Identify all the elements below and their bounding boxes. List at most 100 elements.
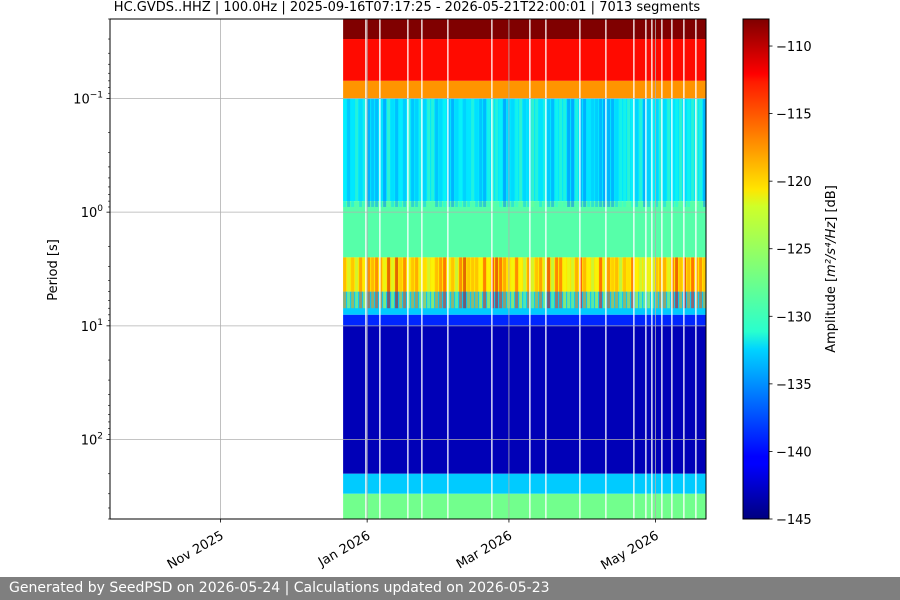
data-gap [633, 19, 635, 519]
data-gap [605, 19, 607, 519]
data-gap [695, 19, 697, 519]
spectrogram-streak [591, 98, 595, 207]
spectrogram-streak [375, 257, 379, 309]
spectrogram-streak [519, 257, 523, 309]
spectrogram-streak [647, 98, 651, 207]
spectrogram-streak [411, 98, 415, 207]
spectrogram-streak [499, 257, 503, 309]
data-gap [529, 19, 531, 519]
spectrogram-streak [691, 98, 695, 207]
footer-bar: Generated by SeedPSD on 2026-05-24 | Cal… [0, 577, 900, 600]
spectrogram-streak [519, 98, 523, 207]
spectrogram-streak [595, 98, 599, 207]
colorbar-tick-label: −135 [776, 378, 812, 393]
spectrogram-streak [363, 98, 367, 207]
spectrogram-streak [667, 257, 671, 309]
spectrogram-streak [359, 98, 363, 207]
spectrogram-band [343, 314, 706, 326]
data-gap [683, 19, 685, 519]
spectrogram-streak [423, 98, 427, 207]
spectrogram-streak [687, 257, 691, 309]
spectrogram-streak [411, 257, 415, 309]
spectrogram-streak [387, 257, 391, 309]
spectrogram-streak [615, 98, 619, 207]
spectrogram-streak [595, 257, 599, 309]
y-tick-label: 101 [81, 318, 103, 335]
spectrogram-streak [687, 98, 691, 207]
spectrogram-streak [527, 98, 531, 207]
spectrogram-streak [515, 98, 519, 207]
spectrogram-streak [423, 257, 427, 309]
grid-lines [110, 19, 706, 519]
spectrogram-streak [619, 98, 623, 207]
spectrogram-streak [575, 257, 579, 309]
colorbar-tick-label: −120 [776, 175, 812, 190]
data-gap [491, 19, 493, 519]
spectrogram-streak [503, 257, 507, 309]
spectrogram-streak [571, 257, 575, 309]
colorbar-tick-label: −130 [776, 310, 812, 325]
spectrogram-streak [611, 98, 615, 207]
spectrogram-streak [555, 257, 559, 309]
spectrogram-streak [427, 98, 431, 207]
spectrogram-streak [479, 98, 483, 207]
spectrogram-streak [495, 257, 499, 309]
spectrogram-streak [703, 257, 706, 309]
colorbar-label-prefix: Amplitude [ [824, 277, 839, 353]
spectrogram-streak [699, 98, 703, 207]
spectrogram-streak [659, 98, 663, 207]
y-tick-label: 102 [81, 432, 103, 449]
spectrogram-streak [667, 98, 671, 207]
spectrogram-streak [439, 257, 443, 309]
spectrogram-streak [587, 98, 591, 207]
spectrogram-streak [527, 257, 531, 309]
spectrogram-streak [603, 98, 607, 207]
spectrogram-streak [455, 98, 459, 207]
spectrogram-streak [415, 98, 419, 207]
spectrogram-streak [583, 98, 587, 207]
spectrogram-streak [435, 98, 439, 207]
x-tick-label: Jan 2026 [315, 528, 373, 570]
spectrogram-streak [623, 257, 627, 309]
spectrogram-streak [599, 98, 603, 207]
spectrogram-streak [443, 257, 447, 309]
spectrogram-streak [439, 98, 443, 207]
spectrogram-streak [647, 257, 651, 309]
spectrogram-streak [347, 98, 351, 207]
x-tick-label: May 2026 [599, 528, 662, 573]
data-gap [651, 19, 653, 519]
spectrogram-streak [359, 257, 363, 309]
spectrogram-streak [399, 98, 403, 207]
spectrogram-streak [515, 257, 519, 309]
spectrogram-streak [635, 257, 639, 309]
spectrogram-streak [403, 98, 407, 207]
spectrogram-streak [463, 98, 467, 207]
spectrogram-streak [471, 98, 475, 207]
data-gap [661, 19, 663, 519]
spectrogram-streak [559, 98, 563, 207]
spectrogram-streak [551, 98, 555, 207]
spectrogram-streak [431, 98, 435, 207]
spectrogram-band [343, 473, 706, 494]
spectrogram-streak [679, 98, 683, 207]
spectrogram-streak [591, 257, 595, 309]
spectrogram-streak [663, 98, 667, 207]
y-axis-label: Period [s] [46, 239, 61, 301]
spectrogram-streak [351, 98, 355, 207]
spectrogram-streak [487, 257, 491, 309]
spectrogram-streak [551, 257, 555, 309]
spectrogram-streak [699, 257, 703, 309]
spectrogram-streak [627, 98, 631, 207]
spectrogram-streak [391, 257, 395, 309]
spectrogram-streak [511, 98, 515, 207]
spectrogram-streak [599, 257, 603, 309]
spectrogram-streak [523, 257, 527, 309]
spectrogram-streak [387, 98, 391, 207]
spectrogram-streak [395, 98, 399, 207]
colorbar-label: Amplitude [m²/s⁴/Hz] [dB] [824, 185, 839, 353]
colorbar [742, 18, 770, 520]
colorbar-tick-label: −115 [776, 108, 812, 123]
spectrogram-streak [531, 257, 535, 309]
spectrogram-streak [367, 257, 371, 309]
spectrogram-streak [371, 98, 375, 207]
